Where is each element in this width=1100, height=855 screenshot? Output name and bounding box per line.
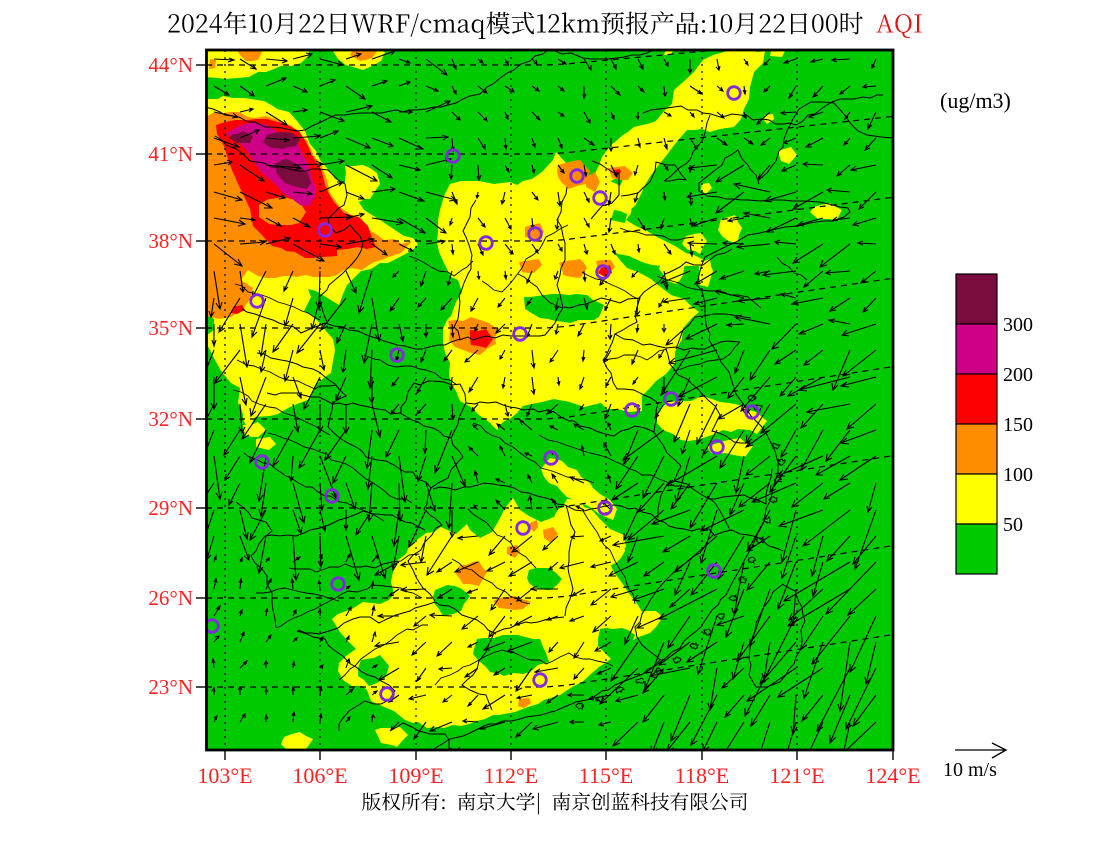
- svg-text:112°E: 112°E: [484, 763, 538, 788]
- svg-text:32°N: 32°N: [148, 407, 193, 431]
- svg-text:10 m/s: 10 m/s: [943, 759, 997, 781]
- svg-text:41°N: 41°N: [148, 142, 193, 166]
- svg-text:300: 300: [1003, 314, 1033, 336]
- svg-text:26°N: 26°N: [148, 586, 193, 610]
- svg-text:150: 150: [1003, 414, 1033, 436]
- svg-text:200: 200: [1003, 364, 1033, 386]
- svg-text:103°E: 103°E: [197, 763, 252, 788]
- svg-text:106°E: 106°E: [292, 763, 347, 788]
- svg-text:29°N: 29°N: [148, 496, 193, 520]
- svg-text:(ug/m3): (ug/m3): [940, 88, 1011, 113]
- svg-text:44°N: 44°N: [148, 53, 193, 77]
- svg-text:35°N: 35°N: [148, 316, 193, 340]
- svg-text:121°E: 121°E: [769, 763, 824, 788]
- svg-text:100: 100: [1003, 464, 1033, 486]
- svg-text:38°N: 38°N: [148, 229, 193, 253]
- svg-text:109°E: 109°E: [388, 763, 443, 788]
- svg-text:115°E: 115°E: [579, 763, 633, 788]
- svg-text:50: 50: [1003, 514, 1023, 536]
- svg-text:118°E: 118°E: [675, 763, 729, 788]
- svg-text:124°E: 124°E: [865, 763, 920, 788]
- svg-text:23°N: 23°N: [148, 675, 193, 699]
